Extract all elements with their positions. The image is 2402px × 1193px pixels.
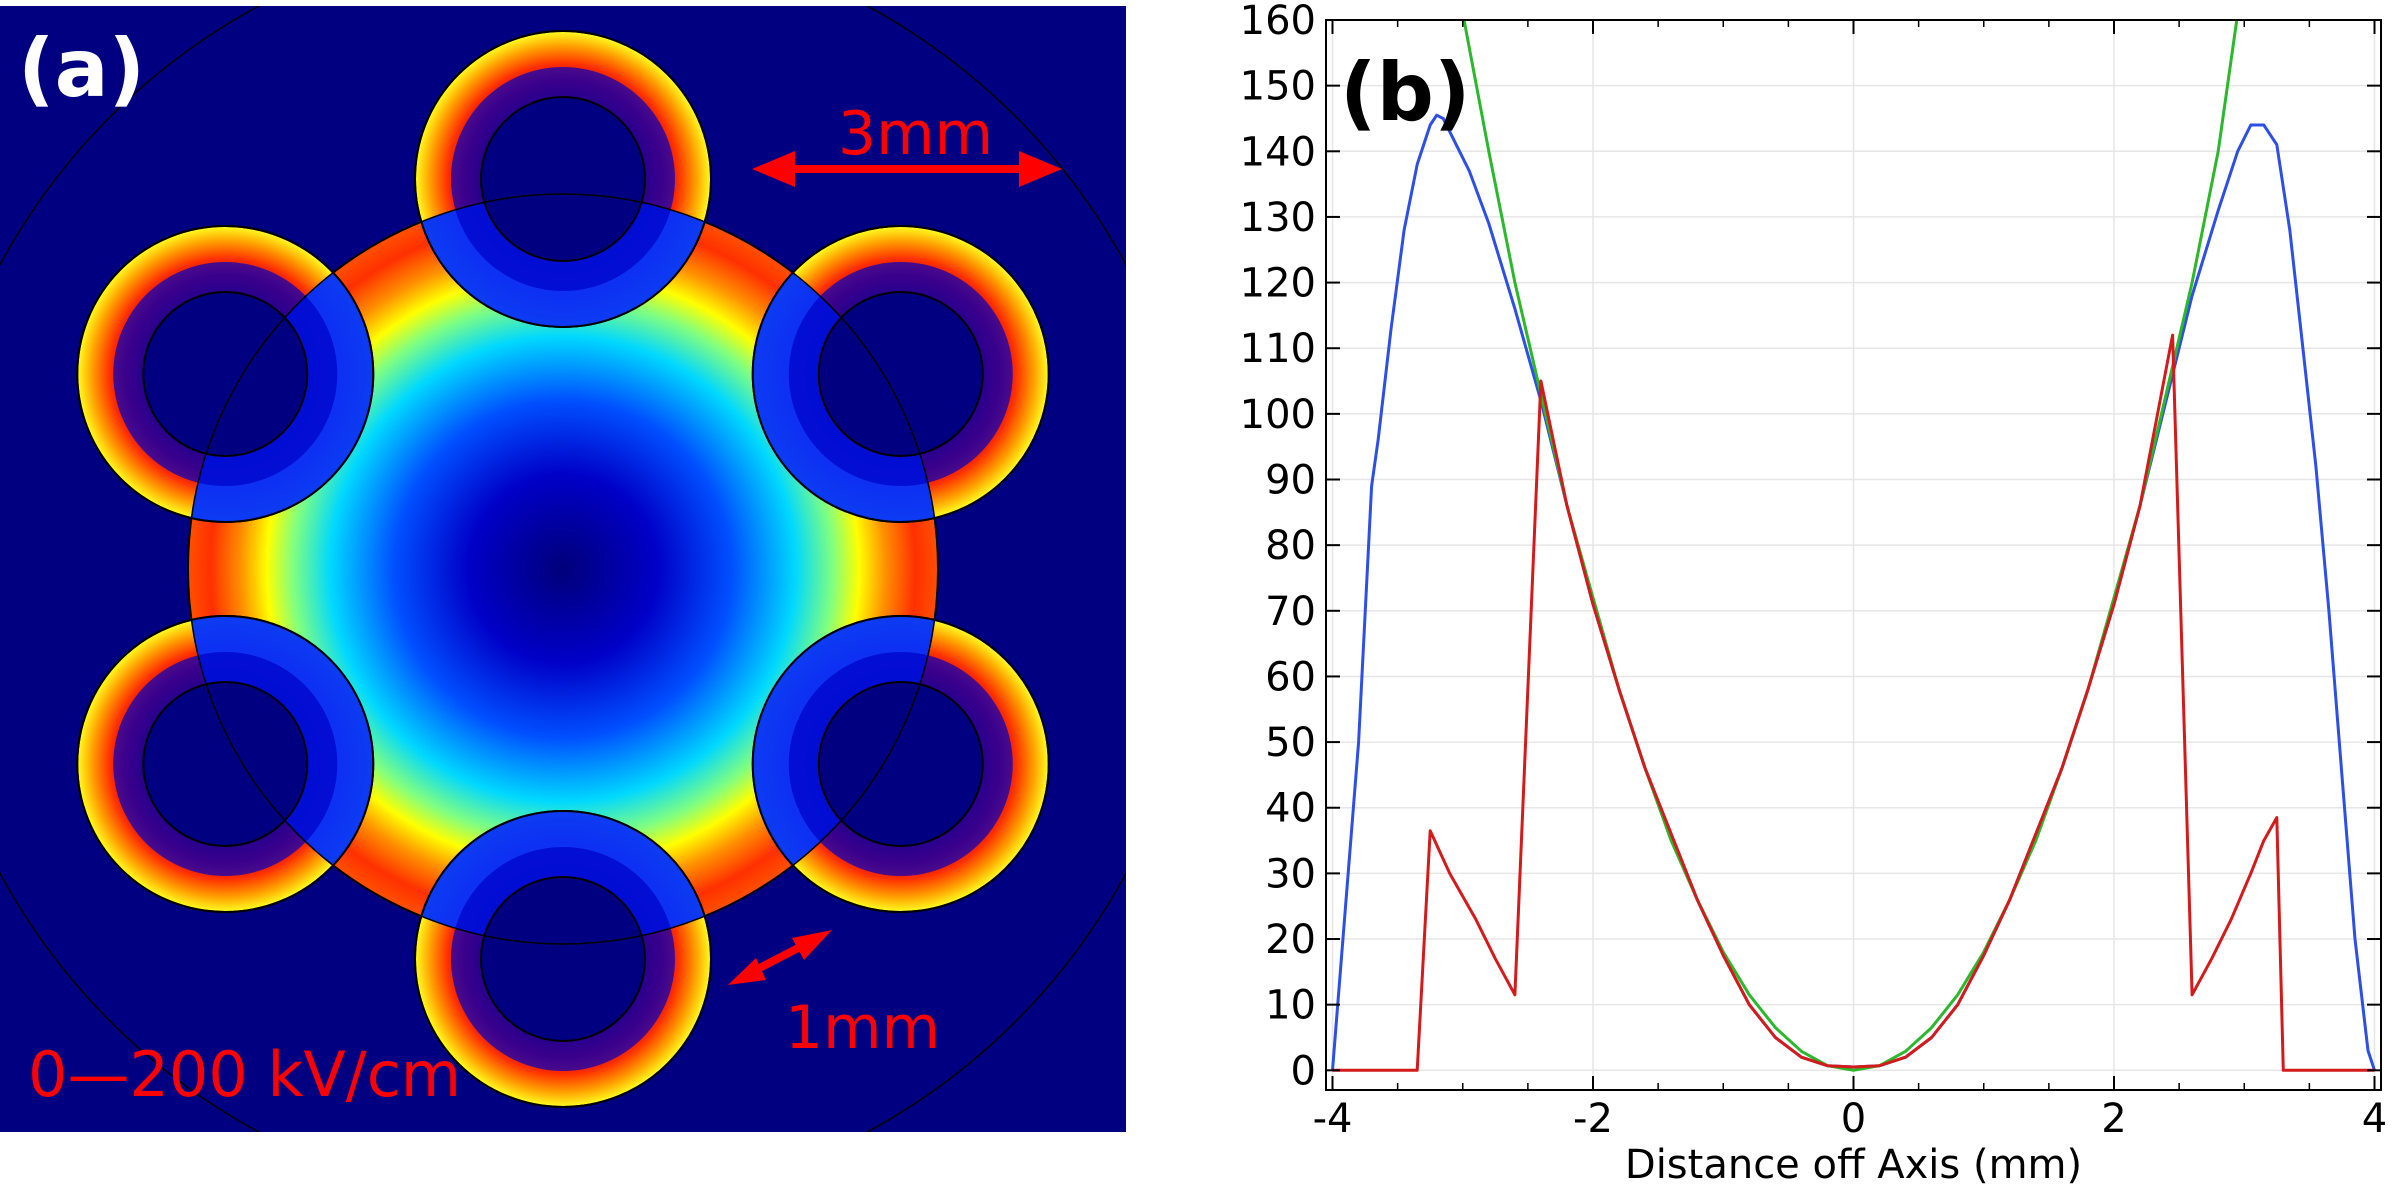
- electrode-ring: [751, 225, 1050, 523]
- panel-label-a: (a): [18, 22, 145, 115]
- y-tick-label: 140: [1240, 129, 1316, 175]
- y-tick-label: 60: [1265, 654, 1316, 700]
- panel-label-b: (b): [1340, 46, 1470, 139]
- x-tick-label: -2: [1573, 1096, 1613, 1142]
- electrode-ring: [414, 810, 712, 1108]
- y-tick-label: 70: [1265, 589, 1316, 635]
- dimension-arrow-3mm: [752, 151, 1062, 187]
- x-tick-label: -4: [1313, 1096, 1353, 1142]
- y-tick-label: 0: [1291, 1048, 1316, 1094]
- chart-ticks: -4 -2 0 2 4010203040506070809010011012013014…: [1240, 0, 2388, 1142]
- y-tick-label: 10: [1265, 983, 1316, 1029]
- x-tick-label: 4: [2362, 1096, 2387, 1142]
- y-tick-label: 50: [1265, 720, 1316, 766]
- y-tick-label: 30: [1265, 851, 1316, 897]
- line-chart-panel: -4 -2 0 2 4010203040506070809010011012013014…: [1240, 0, 2388, 1188]
- x-axis-label: Distance off Axis (mm): [1625, 1142, 2082, 1188]
- y-tick-label: 40: [1265, 786, 1316, 832]
- series-line-3: [1332, 333, 2375, 1072]
- electrode-ring: [414, 30, 712, 328]
- central-region-outline: [187, 193, 939, 945]
- y-tick-label: 100: [1240, 392, 1316, 438]
- series-line-2: [1462, 20, 2239, 1072]
- chart-series: [1331, 20, 2376, 1072]
- colorscale-range-label: 0—200 kV/cm: [28, 1038, 461, 1111]
- y-tick-label: 150: [1240, 64, 1316, 110]
- y-tick-label: 110: [1240, 326, 1316, 372]
- chart-grid: [1326, 19, 2381, 1090]
- dimension-label-1mm: 1mm: [785, 993, 940, 1063]
- field-map-panel: 3mm 1mm (a) 0—200 kV/cm: [0, 6, 1126, 1132]
- x-tick-label: 0: [1841, 1096, 1866, 1142]
- y-tick-label: 90: [1265, 458, 1316, 504]
- y-tick-label: 130: [1240, 195, 1316, 241]
- y-tick-label: 20: [1265, 917, 1316, 963]
- electrode-ring: [751, 615, 1050, 913]
- electrode-rings: [76, 30, 1050, 1108]
- electrode-ring: [76, 615, 375, 913]
- dimension-label-3mm: 3mm: [838, 99, 993, 169]
- y-tick-label: 160: [1240, 0, 1316, 44]
- electrode-ring: [76, 225, 375, 523]
- y-tick-label: 80: [1265, 523, 1316, 569]
- y-tick-label: 120: [1240, 261, 1316, 307]
- dimension-arrow-1mm: [728, 930, 832, 985]
- x-tick-label: 2: [2101, 1096, 2126, 1142]
